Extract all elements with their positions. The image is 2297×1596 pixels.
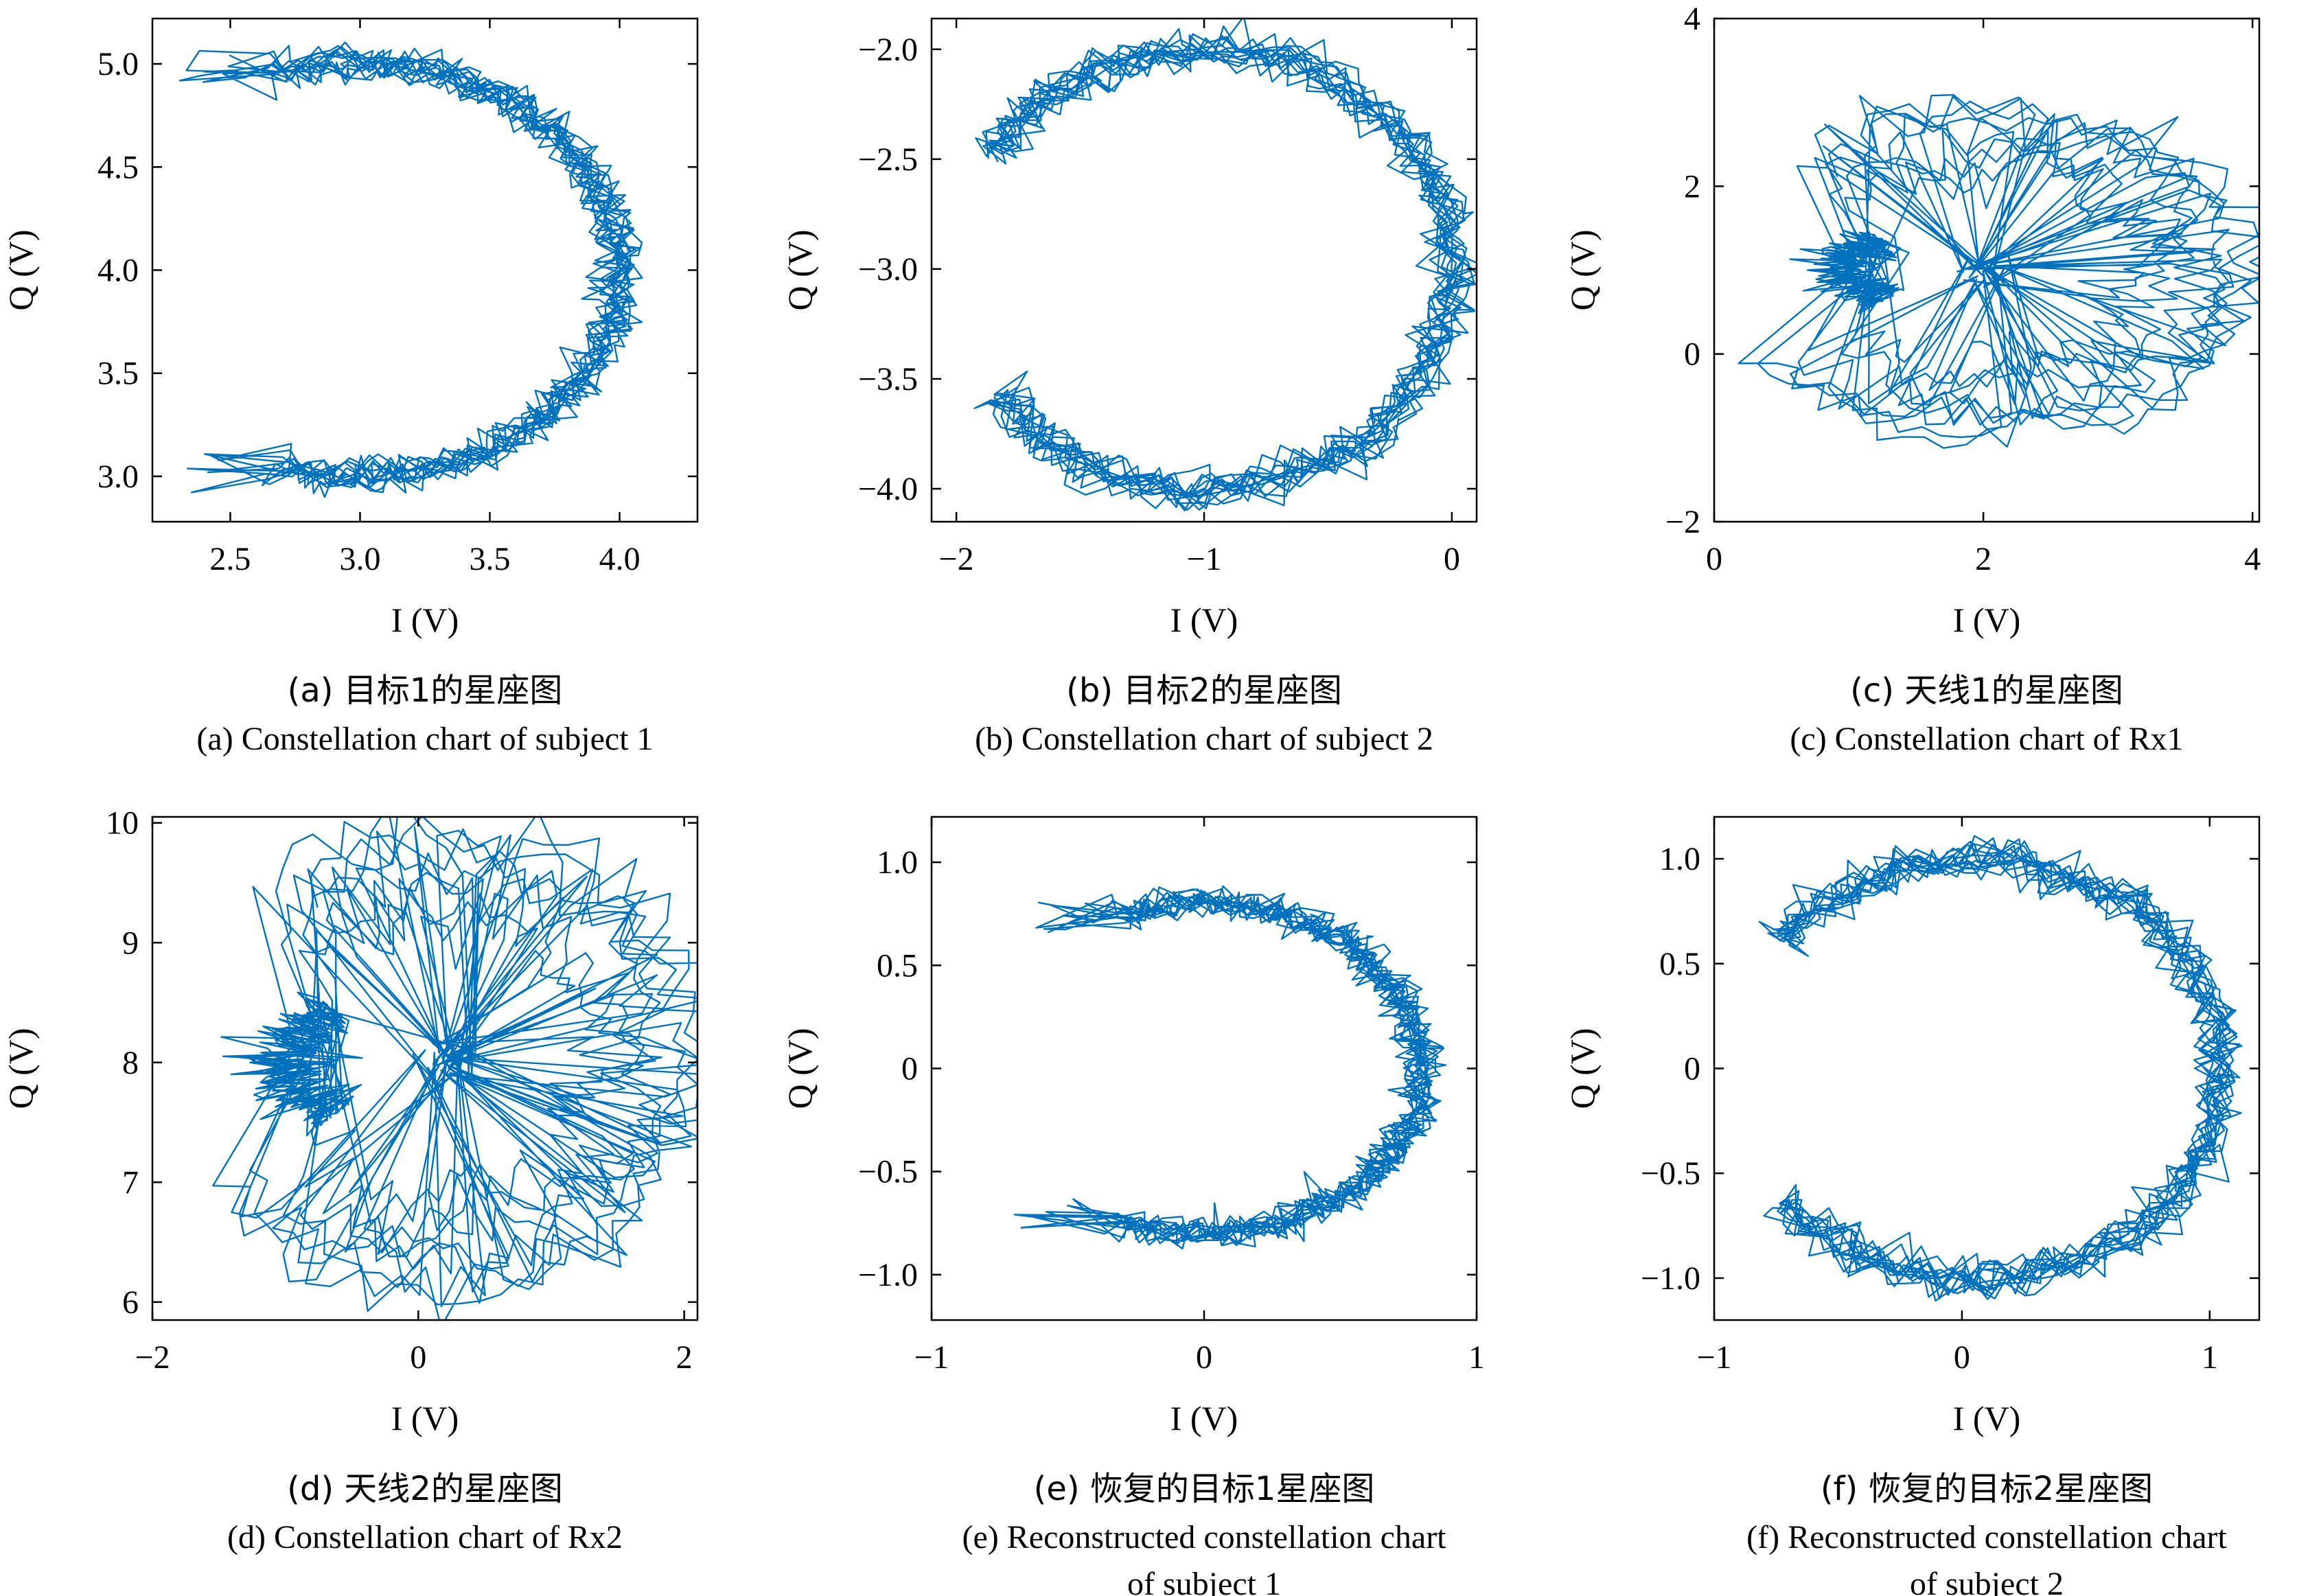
plot-frame xyxy=(1713,17,2261,523)
constellation-trace xyxy=(1738,94,2259,449)
caption-chinese: (c) 天线1的星座图 xyxy=(1850,671,2123,710)
x-axis-title: I (V) xyxy=(391,1399,459,1437)
y-tick-label: −4.0 xyxy=(858,471,918,507)
x-tick-label: 3.0 xyxy=(339,541,380,577)
caption-english: of subject 2 xyxy=(1910,1566,2064,1596)
x-tick-label: −1 xyxy=(1696,1339,1731,1376)
y-tick-label: 2 xyxy=(1684,168,1700,205)
x-tick-label: 4 xyxy=(2244,541,2261,577)
y-tick-label: −1.0 xyxy=(1641,1260,1700,1297)
x-tick-label: −1 xyxy=(914,1339,949,1376)
caption-chinese: (e) 恢复的目标1星座图 xyxy=(1034,1470,1375,1508)
x-tick-label: 2.5 xyxy=(209,541,251,577)
constellation-trace xyxy=(973,19,1477,511)
y-tick-label: 7 xyxy=(122,1164,139,1201)
caption-english: (c) Constellation chart of Rx1 xyxy=(1790,721,2183,757)
y-tick-label: −2.5 xyxy=(858,141,918,178)
y-tick-label: 4.5 xyxy=(97,149,139,185)
x-tick-label: 0 xyxy=(1444,541,1460,577)
x-tick-label: 2 xyxy=(1975,541,1992,577)
constellation-trace xyxy=(1013,885,1447,1250)
caption-english: (e) Reconstructed constellation chart xyxy=(962,1519,1446,1555)
y-axis-title: Q (V) xyxy=(1563,1028,1602,1109)
x-tick-label: 0 xyxy=(1954,1339,1970,1376)
caption-chinese: (a) 目标1的星座图 xyxy=(288,671,563,710)
chart-panel-d: −2 0 2 6 7 8 9 10 I (V) Q (V) (d) 天线2的星座图 (d) Const… xyxy=(1,805,699,1555)
x-tick-label: 3.5 xyxy=(470,541,511,577)
constellation-trace xyxy=(1758,835,2243,1302)
y-axis-title: Q (V) xyxy=(1,229,40,310)
y-tick-label: −2 xyxy=(1665,504,1700,540)
y-tick-label: −0.5 xyxy=(1641,1155,1700,1192)
x-tick-label: −2 xyxy=(939,541,974,577)
x-tick-label: 0 xyxy=(410,1339,426,1376)
y-tick-label: −1.0 xyxy=(858,1257,918,1293)
x-axis-title: I (V) xyxy=(1170,1399,1238,1437)
constellation-trace xyxy=(212,817,697,1320)
y-tick-label: 0.5 xyxy=(877,947,918,984)
y-axis-title: Q (V) xyxy=(1563,229,1602,310)
y-axis-title: Q (V) xyxy=(781,1028,819,1109)
y-tick-label: 4 xyxy=(1684,1,1700,37)
caption-chinese: (d) 天线2的星座图 xyxy=(287,1470,563,1508)
caption-chinese: (f) 恢复的目标2星座图 xyxy=(1821,1470,2153,1508)
x-tick-label: −1 xyxy=(1186,541,1221,577)
y-tick-label: 0 xyxy=(1684,336,1700,373)
chart-panel-a: 2.5 3.0 3.5 4.0 3.0 3.5 4.0 4.5 5.0 I (V) Q (V) (a)… xyxy=(1,17,699,757)
x-tick-label: 0 xyxy=(1706,541,1722,577)
chart-panel-f: −1 0 1 −1.0 −0.5 0 0.5 1.0 I (V) Q (V) (f) 恢复的目标2星… xyxy=(1563,816,2261,1596)
y-tick-label: 3.0 xyxy=(97,459,139,495)
caption-chinese: (b) 目标2的星座图 xyxy=(1066,671,1342,710)
y-tick-label: 5.0 xyxy=(97,46,139,82)
x-tick-label: 2 xyxy=(676,1339,693,1376)
x-axis-title: I (V) xyxy=(1953,1399,2021,1437)
y-tick-label: 3.5 xyxy=(97,356,139,392)
y-tick-label: 1.0 xyxy=(877,844,918,881)
plot-frame xyxy=(930,17,1478,523)
y-tick-label: 1.0 xyxy=(1659,841,1700,877)
y-tick-label: 4.0 xyxy=(97,253,139,289)
y-tick-label: 0 xyxy=(901,1051,918,1087)
x-axis-title: I (V) xyxy=(1953,601,2021,639)
x-tick-label: 4.0 xyxy=(599,541,640,577)
x-tick-label: 1 xyxy=(2202,1339,2218,1376)
caption-english: (a) Constellation chart of subject 1 xyxy=(196,721,653,757)
plot-frame xyxy=(151,816,699,1321)
x-tick-label: −2 xyxy=(135,1339,170,1376)
chart-panel-e: −1 0 1 −1.0 −0.5 0 0.5 1.0 I (V) Q (V) (e) 恢复的目标1星… xyxy=(781,816,1485,1596)
y-tick-label: 6 xyxy=(122,1284,139,1321)
caption-english: (f) Reconstructed constellation chart xyxy=(1746,1519,2227,1555)
y-axis-title: Q (V) xyxy=(781,229,819,310)
x-axis-title: I (V) xyxy=(391,601,459,639)
y-tick-label: −2.0 xyxy=(858,32,918,68)
y-tick-label: −3.0 xyxy=(858,251,918,288)
y-tick-label: 10 xyxy=(106,805,139,842)
x-tick-label: 1 xyxy=(1468,1339,1485,1376)
y-tick-label: 8 xyxy=(122,1045,139,1081)
chart-panel-b: −2 −1 0 −4.0 −3.5 −3.0 −2.5 −2.0 I (V) Q (V) (b) 目… xyxy=(781,17,1478,757)
y-tick-label: 9 xyxy=(122,925,139,961)
x-axis-title: I (V) xyxy=(1170,601,1238,639)
y-tick-label: 0.5 xyxy=(1659,946,1700,982)
caption-english: (b) Constellation chart of subject 2 xyxy=(975,721,1433,757)
y-tick-label: 0 xyxy=(1684,1051,1700,1087)
x-tick-label: 0 xyxy=(1196,1339,1212,1376)
y-tick-label: −0.5 xyxy=(858,1154,918,1190)
caption-english: of subject 1 xyxy=(1127,1566,1281,1596)
y-axis-title: Q (V) xyxy=(1,1028,40,1109)
constellation-trace xyxy=(178,41,643,498)
y-tick-label: −3.5 xyxy=(858,361,918,397)
caption-english: (d) Constellation chart of Rx2 xyxy=(227,1519,623,1555)
